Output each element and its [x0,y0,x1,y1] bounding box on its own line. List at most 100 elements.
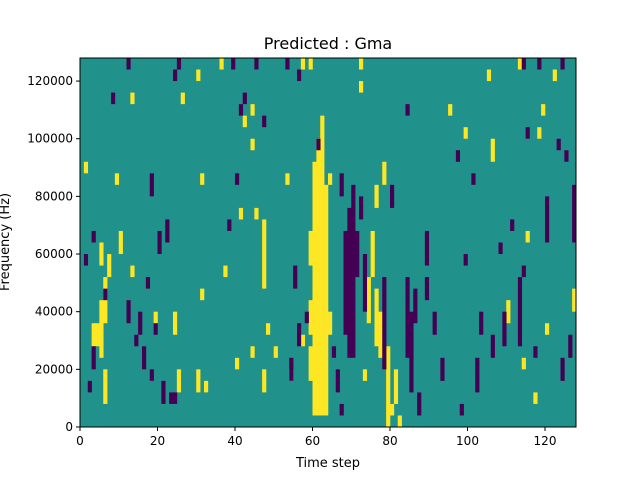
heatmap-cell-low [544,196,550,243]
heatmap-cell-high [203,380,209,393]
y-tick-label: 80000 [35,189,73,203]
heatmap-cell-low [285,58,290,70]
heatmap-cell-low [83,254,89,266]
heatmap-cell-high [153,311,158,324]
heatmap-cell-high [107,254,112,278]
heatmap-cell-high [327,173,333,185]
heatmap-cell-low [296,323,302,347]
heatmap-cell-low [424,277,430,301]
heatmap-cell-low [358,196,364,220]
heatmap-cell-low [510,219,515,231]
heatmap-cell-low [382,277,387,370]
heatmap-cell-high [180,92,185,105]
heatmap-cell-high [176,369,182,393]
x-tick-label: 120 [534,434,557,448]
y-tick-label: 20000 [35,362,73,376]
heatmap-cell-low [339,403,344,416]
heatmap-cell-high [389,403,395,416]
heatmap-cell-low [475,357,480,393]
heatmap-cell-low [339,173,344,197]
heatmap-cell-low [141,346,147,370]
heatmap-cell-high [386,346,391,427]
heatmap-cell-high [196,69,201,82]
y-tick-label: 100000 [27,132,73,146]
heatmap-cell-high [358,58,364,70]
heatmap-cell-high [234,357,240,370]
heatmap-cell-high [506,300,511,324]
x-tick-label: 80 [382,434,397,448]
heatmap-cell-low [424,230,430,266]
heatmap-cell-high [262,242,267,289]
heatmap-cell-low [537,58,542,70]
heatmap-cell-low [560,58,565,70]
x-tick-label: 40 [227,434,242,448]
heatmap-cell-high [223,265,228,278]
heatmap-cell-high [242,115,247,128]
heatmap-cell-low [157,230,162,255]
heatmap-cell-high [118,230,123,255]
heatmap-cell-high [130,92,135,105]
heatmap-cell-high [238,207,244,220]
heatmap-cell-high [397,415,402,427]
plot-frame [79,57,577,428]
heatmap-cell-high [541,104,546,116]
heatmap-cell-high [316,138,321,416]
y-tick-label: 0 [65,420,73,434]
heatmap-cell-high [250,346,255,358]
heatmap-cell-low [459,403,464,416]
heatmap-cell-high [448,104,453,116]
heatmap-cell-high [517,58,523,70]
heatmap-cell-low [564,150,569,162]
x-tick-label: 100 [456,434,479,448]
heatmap-cell-low [262,115,267,128]
heatmap-cell-high [374,184,379,208]
heatmap-cell-low [440,357,445,381]
heatmap-cell-low [463,254,468,266]
heatmap-cell-high [358,81,364,93]
heatmap-cell-low [389,184,395,208]
x-tick-label: 20 [150,434,165,448]
heatmap-cell-low [126,300,131,324]
heatmap-cell-high [95,323,100,347]
y-tick-label: 120000 [27,74,73,88]
heatmap-cell-low [479,311,484,335]
heatmap-cell-low [525,127,530,139]
y-tick-label: 40000 [35,305,73,319]
heatmap-cell-high [300,58,306,70]
heatmap-cell-low [572,184,577,243]
heatmap-cell-low [343,230,348,335]
heatmap-cell-low [432,311,437,335]
heatmap-cell-low [161,380,166,404]
heatmap-cell-low [490,334,495,358]
heatmap-cell-low [502,311,507,347]
heatmap-cell-low [134,334,139,347]
heatmap-cell-low [172,392,178,404]
heatmap-cell-low [417,392,422,416]
heatmap-cell-high [91,323,96,347]
heatmap-cell-low [103,288,108,301]
heatmap-cell-high [544,323,550,335]
heatmap-cell-high [114,173,120,185]
heatmap-cell-low [231,58,236,70]
heatmap-cell-low [335,369,340,393]
heatmap-cells [80,58,577,427]
heatmap-cell-high [99,300,104,358]
heatmap-cell-high [285,173,290,185]
heatmap-cell-low [316,138,321,151]
heatmap-cell-high [300,334,306,347]
y-tick-label: 60000 [35,247,73,261]
y-axis: 0 20000 40000 60000 80000 100000 120000 [27,74,80,434]
heatmap-cell-high [200,173,205,185]
heatmap-cell-low [176,58,182,70]
heatmap-cell-low [498,242,503,255]
heatmap-cell-high [486,69,492,82]
heatmap-cell-low [556,138,561,151]
heatmap-cell-high [250,104,255,116]
heatmap-cell-low [172,69,178,82]
heatmap-cell-low [455,150,461,162]
heatmap-cell-high [533,392,538,404]
heatmap-cell-low [293,265,298,289]
heatmap-cell-low [304,311,309,324]
chart-title: Predicted : Gma [264,34,392,53]
